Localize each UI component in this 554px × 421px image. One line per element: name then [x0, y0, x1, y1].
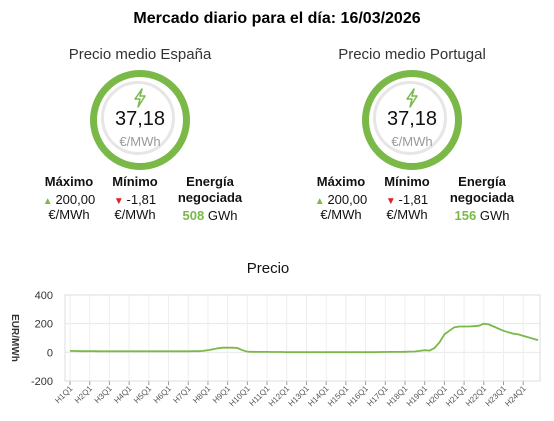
- y-tick-label: 400: [35, 290, 53, 302]
- x-tick-label: H13Q1: [287, 384, 312, 409]
- price-unit: €/MWh: [391, 134, 433, 149]
- x-tick-label: H7Q1: [171, 384, 193, 406]
- energy-number: 508: [182, 208, 205, 223]
- x-tick-label: H19Q1: [405, 384, 430, 409]
- stat-number: 200,00: [327, 192, 368, 207]
- x-tick-label: H5Q1: [132, 384, 154, 406]
- arrow: ▲: [314, 196, 328, 207]
- y-tick-label: -200: [31, 376, 53, 388]
- price-ring: [362, 70, 462, 170]
- x-tick-label: H14Q1: [306, 384, 331, 409]
- stat-unit: €/MWh: [386, 207, 428, 222]
- panel-title: Precio medio España: [68, 46, 212, 63]
- stat-unit: €/MWh: [114, 207, 156, 222]
- arrow: ▼: [385, 196, 399, 207]
- page-title: Mercado diario para el día: 16/03/2026: [133, 10, 421, 27]
- x-tick-label: H6Q1: [152, 384, 174, 406]
- arrow: ▲: [42, 196, 56, 207]
- x-tick-label: H20Q1: [425, 384, 450, 409]
- x-tick-label: H16Q1: [346, 384, 371, 409]
- ring-inner: [101, 81, 175, 155]
- stat-label: Mínimo: [112, 174, 158, 189]
- stat-label: Mínimo: [384, 174, 430, 189]
- stat-value: ▲ 200,00: [306, 192, 376, 207]
- stat-label: Máximo: [316, 174, 366, 189]
- y-tick-label: 0: [47, 347, 53, 359]
- plot-border: [64, 294, 541, 382]
- panel-title: Precio medio Portugal: [338, 46, 486, 63]
- stat-label: Máximo: [44, 174, 94, 189]
- bolt-icon: [406, 88, 418, 108]
- x-tick-label: H8Q1: [191, 384, 213, 406]
- stat-label: Energía negociada: [449, 174, 515, 205]
- stat-unit: €/MWh: [320, 207, 362, 222]
- stat-number: 200,00: [55, 192, 96, 207]
- stat-number: -1,81: [126, 192, 157, 207]
- stat-value: 508 GWh: [170, 208, 250, 223]
- energy-unit: GWh: [479, 208, 510, 223]
- stat-label: Energía negociada: [177, 174, 243, 205]
- x-tick-label: H21Q1: [444, 384, 469, 409]
- x-tick-label: H12Q1: [267, 384, 292, 409]
- stat-number: -1,81: [398, 192, 429, 207]
- stat-value: ▼ -1,81: [372, 192, 442, 207]
- ring-inner: [373, 81, 447, 155]
- energy-number: 156: [454, 208, 477, 223]
- x-tick-label: H24Q1: [503, 384, 528, 409]
- x-tick-label: H1Q1: [53, 384, 75, 406]
- stat-value: ▼ -1,81: [100, 192, 170, 207]
- x-tick-label: H15Q1: [326, 384, 351, 409]
- price-line: [69, 322, 539, 354]
- arrow: ▼: [113, 196, 127, 207]
- stat-value: ▲ 200,00: [34, 192, 104, 207]
- price-ring: [90, 70, 190, 170]
- stat-unit: €/MWh: [48, 207, 90, 222]
- chart-title: Precio: [247, 260, 290, 277]
- x-tick-label: H10Q1: [227, 384, 252, 409]
- stat-value: 156 GWh: [442, 208, 522, 223]
- price-value: 37,18: [386, 108, 438, 130]
- price-value: 37,18: [114, 108, 166, 130]
- y-axis-label: EUR/MWh: [9, 314, 20, 362]
- y-tick-label: 200: [35, 319, 53, 331]
- x-tick-label: H2Q1: [73, 384, 95, 406]
- x-tick-label: H4Q1: [112, 384, 134, 406]
- x-tick-label: H22Q1: [464, 384, 489, 409]
- bolt-icon: [134, 88, 146, 108]
- x-tick-label: H17Q1: [365, 384, 390, 409]
- price-unit: €/MWh: [119, 134, 161, 149]
- x-tick-label: H18Q1: [385, 384, 410, 409]
- energy-unit: GWh: [207, 208, 238, 223]
- x-tick-label: H23Q1: [484, 384, 509, 409]
- x-tick-label: H3Q1: [93, 384, 115, 406]
